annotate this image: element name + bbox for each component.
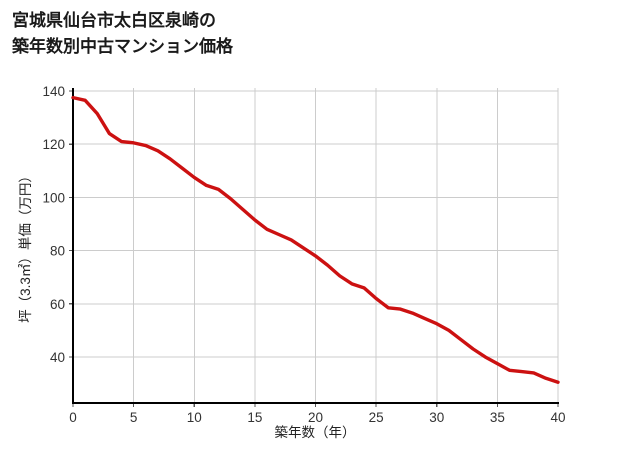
x-tick-label: 15	[247, 410, 262, 425]
y-tick-label: 40	[50, 350, 65, 365]
y-tick-label: 80	[50, 244, 65, 259]
y-tick-label: 60	[50, 297, 65, 312]
y-tick-labels-group: 40 60 80 100 120 140	[42, 84, 65, 365]
x-tick-label: 35	[490, 410, 505, 425]
gridlines-group	[73, 88, 559, 403]
tickmarks-group	[69, 90, 559, 407]
x-tick-label: 5	[130, 410, 138, 425]
x-tick-labels-group: 0 5 10 15 20 25 30 35 40	[69, 410, 565, 425]
y-tick-label: 120	[42, 137, 65, 152]
page-title: 宮城県仙台市太白区泉崎の 築年数別中古マンション価格	[12, 11, 233, 56]
data-series-line	[71, 95, 560, 384]
x-tick-label: 10	[187, 410, 202, 425]
y-tick-label: 140	[42, 84, 65, 99]
x-axis-title: 築年数（年）	[275, 425, 356, 440]
y-axis-title: 坪（3.3㎡）単価（万円）	[18, 169, 33, 323]
x-tick-label: 20	[308, 410, 323, 425]
x-tick-label: 0	[69, 410, 77, 425]
x-tick-label: 30	[429, 410, 444, 425]
y-tick-label: 100	[42, 190, 65, 205]
x-tick-label: 25	[369, 410, 384, 425]
x-tick-label: 40	[550, 410, 565, 425]
